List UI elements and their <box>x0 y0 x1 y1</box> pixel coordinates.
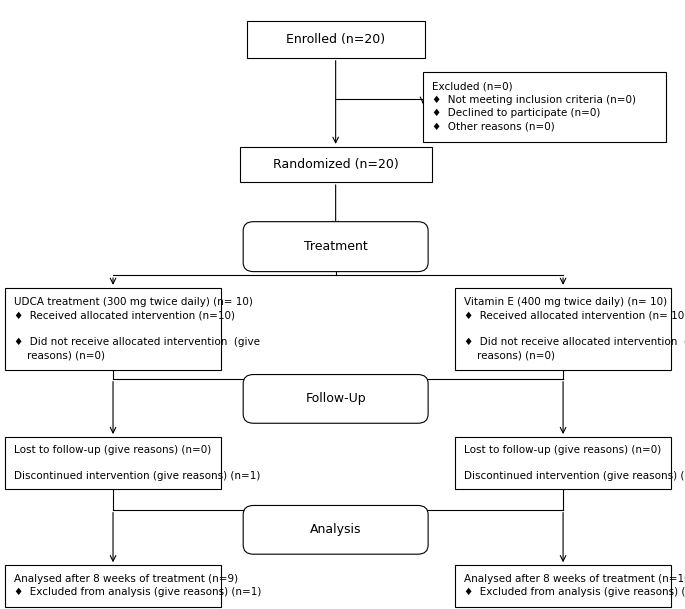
Text: Randomized (n=20): Randomized (n=20) <box>273 158 399 171</box>
Text: Analysed after 8 weeks of treatment (n=10)
♦  Excluded from analysis (give reaso: Analysed after 8 weeks of treatment (n=1… <box>464 574 685 597</box>
FancyBboxPatch shape <box>5 437 221 488</box>
Text: Lost to follow-up (give reasons) (n=0)

Discontinued intervention (give reasons): Lost to follow-up (give reasons) (n=0) D… <box>464 445 685 481</box>
FancyBboxPatch shape <box>423 72 666 142</box>
Text: Analysis: Analysis <box>310 523 362 537</box>
FancyBboxPatch shape <box>5 565 221 607</box>
Text: Enrolled (n=20): Enrolled (n=20) <box>286 33 385 46</box>
FancyBboxPatch shape <box>455 565 671 607</box>
Text: Lost to follow-up (give reasons) (n=0)

Discontinued intervention (give reasons): Lost to follow-up (give reasons) (n=0) D… <box>14 445 260 481</box>
Text: Treatment: Treatment <box>303 240 368 253</box>
FancyBboxPatch shape <box>243 375 428 423</box>
FancyBboxPatch shape <box>240 147 432 182</box>
FancyBboxPatch shape <box>455 287 671 370</box>
FancyBboxPatch shape <box>5 287 221 370</box>
Text: Follow-Up: Follow-Up <box>306 392 366 406</box>
Text: Vitamin E (400 mg twice daily) (n= 10)
♦  Received allocated intervention (n= 10: Vitamin E (400 mg twice daily) (n= 10) ♦… <box>464 297 685 361</box>
FancyBboxPatch shape <box>247 21 425 58</box>
Text: UDCA treatment (300 mg twice daily) (n= 10)
♦  Received allocated intervention (: UDCA treatment (300 mg twice daily) (n= … <box>14 297 260 361</box>
Text: Analysed after 8 weeks of treatment (n=9)
♦  Excluded from analysis (give reason: Analysed after 8 weeks of treatment (n=9… <box>14 574 262 597</box>
Text: Excluded (n=0)
♦  Not meeting inclusion criteria (n=0)
♦  Declined to participat: Excluded (n=0) ♦ Not meeting inclusion c… <box>432 82 636 132</box>
FancyBboxPatch shape <box>243 505 428 554</box>
FancyBboxPatch shape <box>455 437 671 488</box>
FancyBboxPatch shape <box>243 222 428 272</box>
